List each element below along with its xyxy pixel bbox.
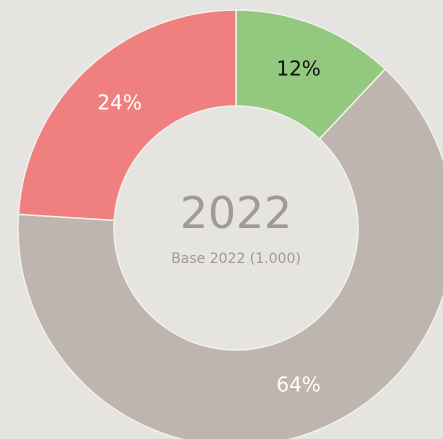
slice	[17, 68, 443, 439]
slice-label: 12%	[276, 56, 320, 80]
slice	[17, 9, 237, 222]
slice-label: 24%	[97, 91, 141, 115]
slices	[17, 9, 443, 439]
center-title: 2022	[180, 188, 292, 239]
center-subtitle: Base 2022 (1.000)	[171, 251, 301, 267]
slice-label: 64%	[276, 373, 320, 397]
